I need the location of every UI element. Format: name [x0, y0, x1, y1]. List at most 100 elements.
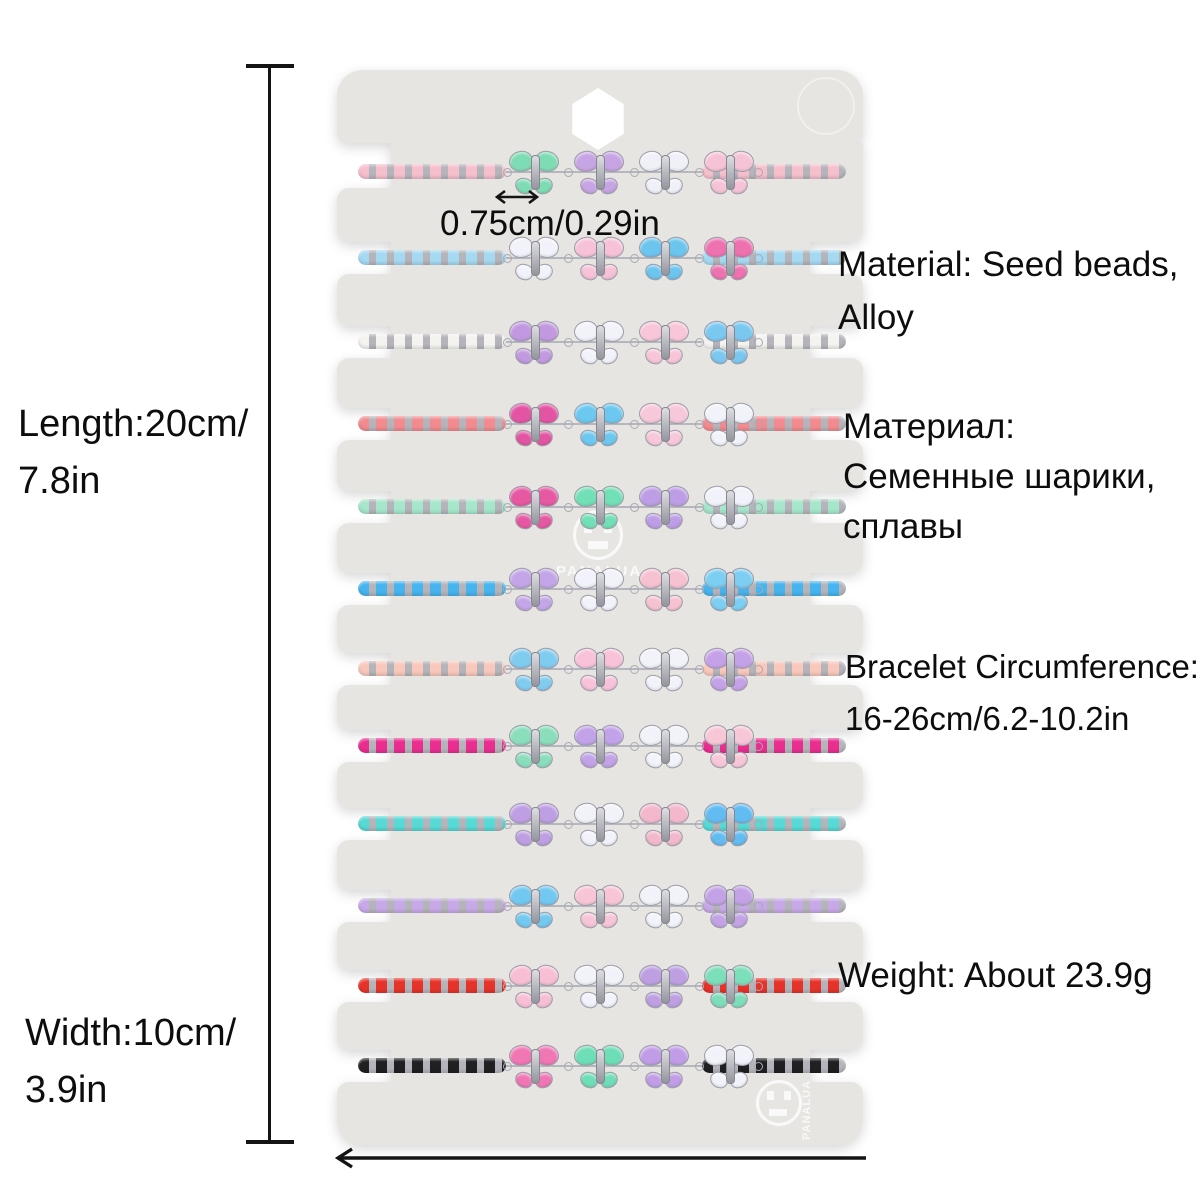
- butterfly-body: [530, 729, 540, 764]
- card-segment: [337, 188, 863, 242]
- chain-link-ring: [754, 665, 763, 674]
- chain-link-ring: [564, 420, 573, 429]
- butterfly-body: [660, 155, 670, 190]
- chain-link-ring: [630, 585, 639, 594]
- logo-eye: [767, 1091, 774, 1100]
- chain-link-ring: [630, 902, 639, 911]
- card-segment: [337, 1002, 863, 1050]
- circumference-line1: Bracelet Circumference:: [845, 648, 1199, 685]
- butterfly-body: [595, 807, 605, 842]
- butterfly-charm: [636, 800, 692, 848]
- butterfly-body: [530, 490, 540, 525]
- chain-link-ring: [503, 1062, 512, 1071]
- butterfly-charm: [506, 722, 562, 770]
- weight-label: Weight: About 23.9g: [838, 956, 1153, 995]
- chain-link-ring: [503, 982, 512, 991]
- length-dimension-cap-bottom: [246, 1140, 294, 1144]
- butterfly-charm: [506, 565, 562, 613]
- butterfly-body: [595, 325, 605, 360]
- chain-link-ring: [695, 1062, 704, 1071]
- chain-link-ring: [564, 742, 573, 751]
- butterfly-body: [660, 807, 670, 842]
- chain-link-ring: [695, 168, 704, 177]
- card-segment: [337, 605, 863, 653]
- butterfly-charm: [636, 645, 692, 693]
- bead-strand-left: [358, 1058, 506, 1073]
- length-line1: Length:20cm/: [18, 403, 249, 445]
- chain-link-ring: [630, 820, 639, 829]
- logo-mouth: [769, 1109, 787, 1116]
- card-segment: [337, 840, 863, 890]
- chain-link-ring: [630, 742, 639, 751]
- bead-strand-left: [358, 250, 506, 265]
- chain-link-ring: [754, 585, 763, 594]
- butterfly-body: [530, 325, 540, 360]
- bead-strand-left: [358, 334, 506, 349]
- chain-link-ring: [754, 503, 763, 512]
- card-segment: [337, 440, 863, 491]
- chain-link-ring: [503, 585, 512, 594]
- butterfly-charm: [506, 962, 562, 1010]
- butterfly-charm: [636, 722, 692, 770]
- chain-link-ring: [754, 168, 763, 177]
- chain-link-ring: [564, 820, 573, 829]
- butterfly-body: [660, 241, 670, 276]
- chain-link-ring: [503, 820, 512, 829]
- butterfly-body: [725, 652, 735, 687]
- butterfly-charm: [506, 234, 562, 282]
- chain-link-ring: [695, 503, 704, 512]
- length-dimension-line: [268, 66, 271, 1142]
- butterfly-body: [725, 969, 735, 1004]
- butterfly-body: [530, 807, 540, 842]
- chain-link-ring: [630, 665, 639, 674]
- butterfly-charm: [506, 800, 562, 848]
- chain-link-ring: [754, 420, 763, 429]
- width-label: Width:10cm/ 3.9in: [25, 1005, 236, 1119]
- card-segment: [337, 685, 863, 730]
- bead-strand-left: [358, 898, 506, 913]
- material-ru-line2: Семенные шарики,: [843, 457, 1156, 496]
- butterfly-charm: [701, 882, 757, 930]
- butterfly-body: [660, 1049, 670, 1084]
- chain-link-ring: [630, 420, 639, 429]
- chain-link-ring: [630, 168, 639, 177]
- chain-link-ring: [564, 902, 573, 911]
- butterfly-body: [530, 1049, 540, 1084]
- butterfly-body: [725, 155, 735, 190]
- chain-link-ring: [630, 982, 639, 991]
- chain-link-ring: [695, 742, 704, 751]
- butterfly-body: [725, 241, 735, 276]
- chain-link-ring: [564, 1062, 573, 1071]
- circle-emboss: [797, 77, 855, 135]
- butterfly-body: [595, 490, 605, 525]
- chain-link-ring: [754, 1062, 763, 1071]
- chain-link-ring: [503, 902, 512, 911]
- butterfly-body: [530, 241, 540, 276]
- bead-strand-left: [358, 978, 506, 993]
- card-segment: [337, 922, 863, 970]
- butterfly-charm: [701, 400, 757, 448]
- material-label-en: Material: Seed beads, Alloy: [838, 238, 1178, 344]
- card-segment: [337, 762, 863, 808]
- butterfly-charm: [636, 962, 692, 1010]
- butterfly-body: [595, 1049, 605, 1084]
- butterfly-body: [660, 325, 670, 360]
- butterfly-charm: [701, 800, 757, 848]
- chain-link-ring: [503, 338, 512, 347]
- butterfly-body: [660, 652, 670, 687]
- butterfly-charm: [636, 234, 692, 282]
- butterfly-body: [725, 807, 735, 842]
- butterfly-charm: [701, 565, 757, 613]
- butterfly-body: [725, 407, 735, 442]
- chain-link-ring: [630, 1062, 639, 1071]
- butterfly-body: [530, 572, 540, 607]
- butterfly-charm: [571, 234, 627, 282]
- length-dimension-cap-top: [246, 64, 294, 68]
- butterfly-charm: [571, 483, 627, 531]
- chain-link-ring: [630, 254, 639, 263]
- butterfly-body: [595, 969, 605, 1004]
- bead-strand-left: [358, 499, 506, 514]
- chain-link-ring: [695, 665, 704, 674]
